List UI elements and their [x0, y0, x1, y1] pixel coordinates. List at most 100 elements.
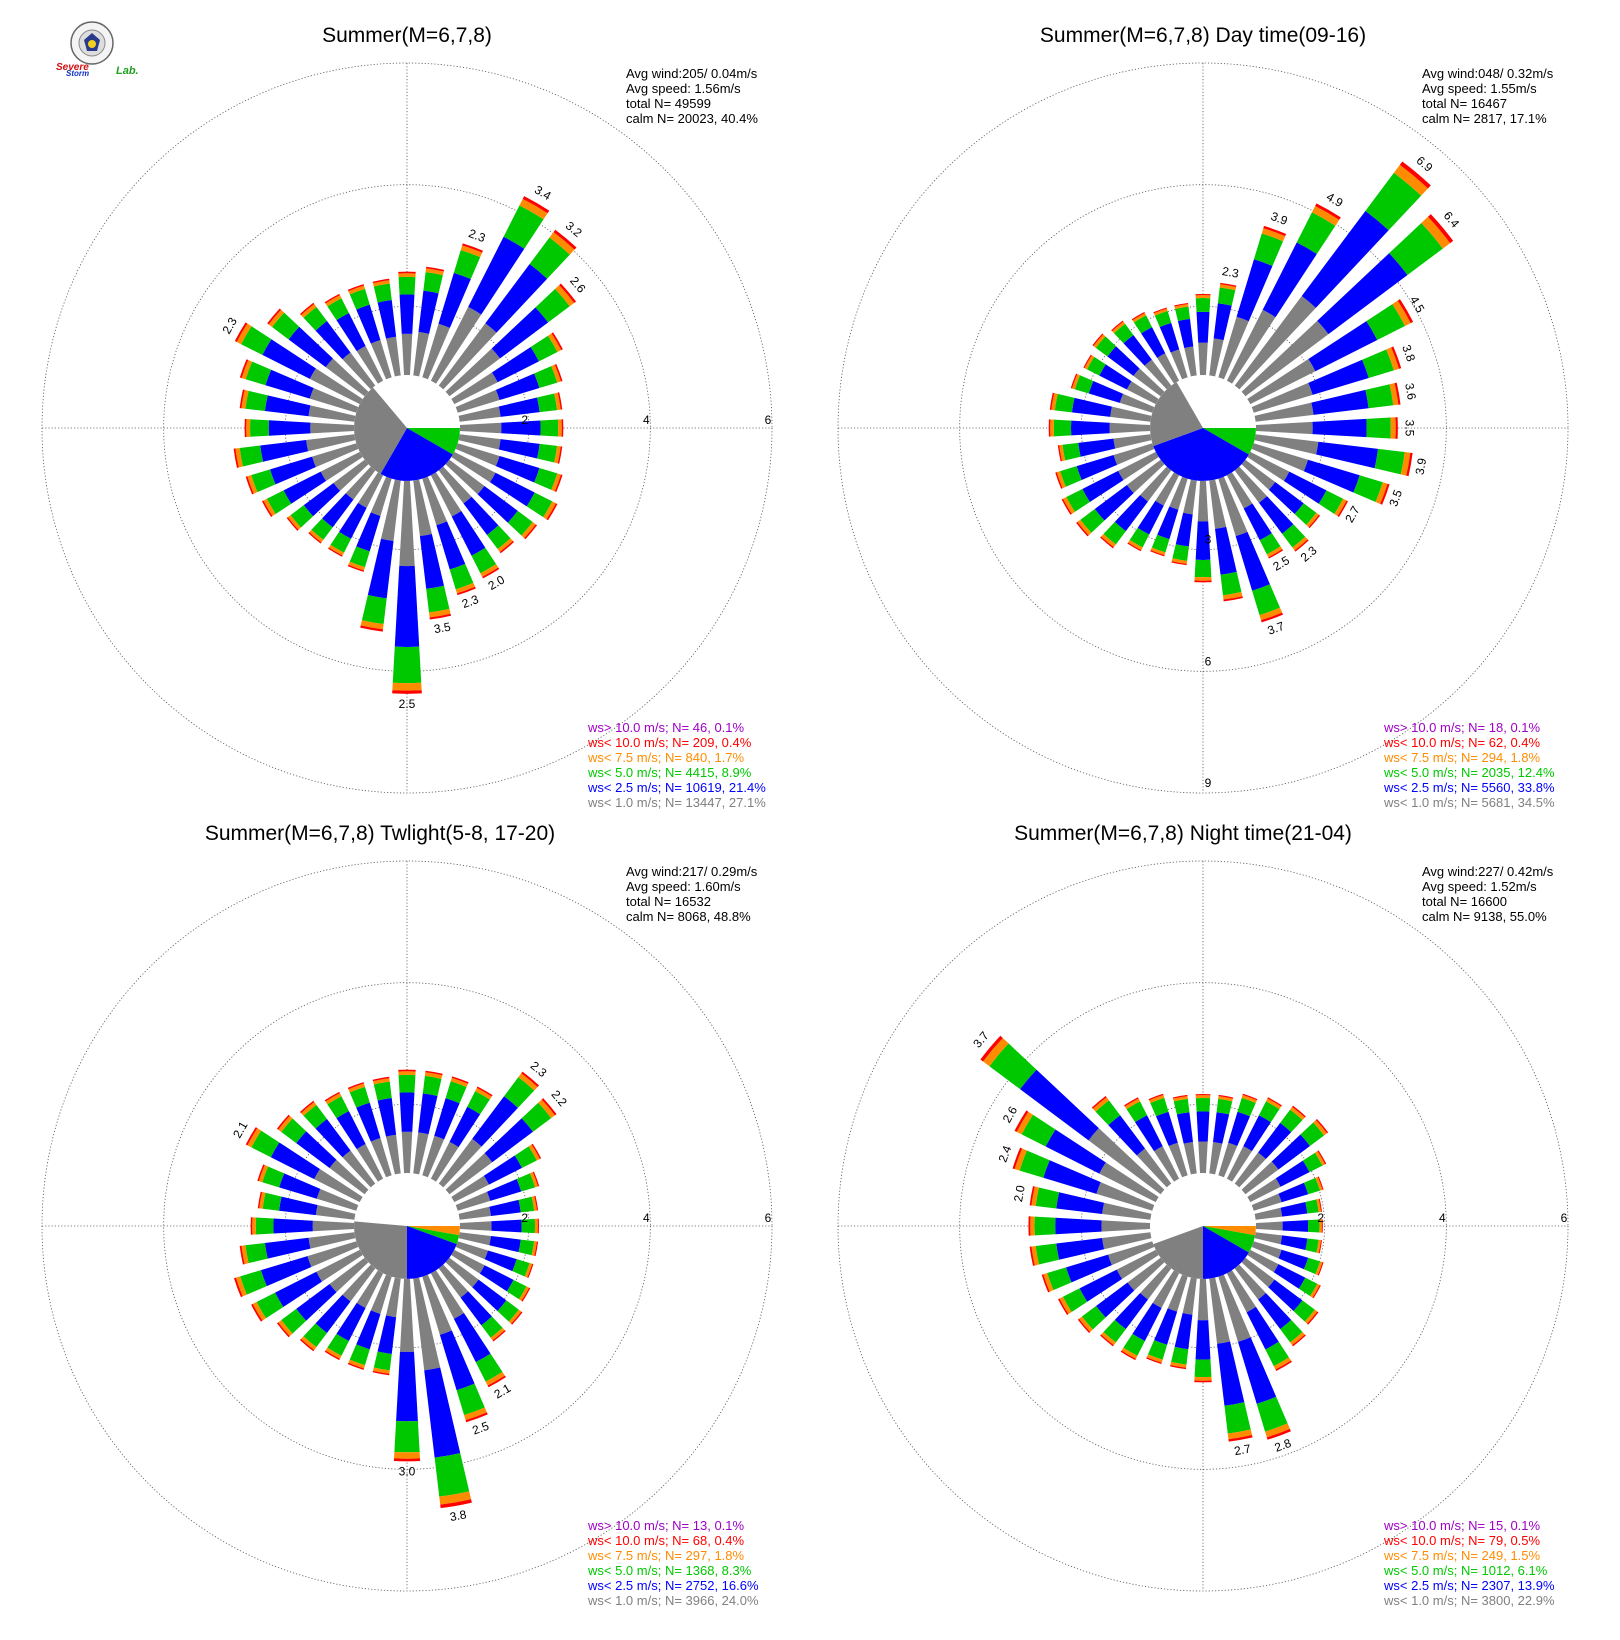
ring-label: 2 [1317, 1211, 1324, 1225]
wind-bar-segment [252, 1217, 257, 1235]
wind-bar-segment [480, 564, 499, 577]
wind-bar-segment [235, 447, 243, 468]
wind-bar-segment [1101, 1331, 1116, 1346]
wind-bar-segment [247, 475, 258, 494]
wind-bar-segment [445, 348, 501, 397]
wind-bar-segment [1136, 1148, 1172, 1188]
wind-bar-segment [1133, 315, 1153, 334]
wind-bar-segment [1265, 1098, 1282, 1110]
wind-bar-segment [348, 1359, 365, 1369]
wind-bar-segment [1096, 1282, 1135, 1318]
wind-bar-segment [356, 1310, 381, 1350]
wind-bar-segment [1265, 1341, 1289, 1367]
wind-bar-segment [283, 471, 327, 504]
bar-total-label: 4.9 [1324, 190, 1346, 211]
wind-bar-segment [1116, 1249, 1159, 1279]
wind-bar-segment [1101, 533, 1116, 548]
wind-bar-segment [529, 237, 570, 279]
wind-bar-segment [1316, 1239, 1322, 1254]
wind-bar-segment [308, 405, 356, 422]
wind-bar-segment [1258, 496, 1294, 534]
wind-bar-segment [1048, 419, 1051, 437]
bar-total-label: 2.3 [1221, 264, 1240, 281]
wind-bar-segment [1195, 293, 1211, 296]
wind-bar-segment [1241, 320, 1329, 397]
wind-bar-segment [455, 443, 500, 467]
wind-bar-segment [1278, 1182, 1309, 1203]
wind-bar-segment [303, 306, 327, 331]
wind-bar-segment [1236, 259, 1273, 322]
wind-bar-segment [1128, 539, 1143, 551]
bar-total-label: 3.5 [1386, 488, 1405, 509]
wind-bar-segment [349, 546, 370, 568]
bar-total-label: 2.8 [1273, 1436, 1294, 1455]
wind-bar-segment [430, 1141, 459, 1182]
wind-bar-segment [551, 473, 561, 492]
wind-bar-segment [270, 456, 316, 485]
wind-bar-segment [316, 1188, 359, 1211]
wind-bar-segment [1311, 389, 1369, 415]
wind-bar-segment [328, 547, 343, 557]
calm-sector [407, 1226, 460, 1245]
wind-bar-segment [1099, 364, 1132, 390]
wind-bar-segment [275, 1271, 322, 1307]
bar-total-label: 3.6 [1402, 382, 1419, 401]
wind-bar-segment [370, 1138, 392, 1178]
stats-line: total N= 16532 [626, 894, 711, 909]
wind-bar-segment [1151, 534, 1170, 553]
wind-bar-segment [1148, 1340, 1168, 1360]
wind-bar-segment [483, 1155, 523, 1185]
wind-bar-segment [1167, 1274, 1188, 1312]
wind-bar-segment [1362, 349, 1394, 378]
wind-bar-segment [356, 512, 381, 552]
wind-bar-segment [320, 451, 363, 481]
wind-bar-segment [392, 690, 422, 694]
wind-bar-segment [316, 1249, 363, 1282]
wind-bar-segment [356, 304, 381, 344]
wind-bar-segment [1374, 448, 1405, 475]
wind-bar-segment [315, 1294, 351, 1333]
wind-bar-segment [1095, 1100, 1121, 1126]
bar-total-label: 2.0 [1011, 1184, 1028, 1203]
wind-bar-segment [349, 1344, 370, 1366]
wind-bar-segment [348, 561, 365, 571]
wind-bar-segment [1259, 533, 1281, 555]
stats-line: Avg wind:217/ 0.29m/s [626, 864, 758, 879]
stats-line: Avg speed: 1.55m/s [1422, 81, 1537, 96]
wind-bar-segment [492, 347, 539, 383]
wind-bar-segment [392, 646, 422, 684]
wind-bar-segment [1111, 320, 1124, 332]
calm-sector [407, 1226, 460, 1236]
wind-bar-segment [1266, 1428, 1291, 1440]
wind-bar-segment [1112, 321, 1126, 334]
wind-bar-segment [451, 372, 498, 405]
wind-bar-segment [1099, 1162, 1159, 1203]
calm-sector [407, 428, 460, 455]
wind-bar-segment [1266, 546, 1283, 558]
wind-bar-segment [1292, 1334, 1306, 1347]
wind-bar-segment [455, 1191, 491, 1211]
wind-bar-segment [348, 1083, 365, 1093]
wind-bar-segment [460, 1291, 492, 1326]
wind-bar-segment [1317, 1176, 1324, 1190]
bar-total-label: 3.7 [1266, 619, 1287, 638]
wind-bar-segment [460, 245, 483, 258]
wind-bar-segment [1316, 1198, 1322, 1213]
wind-bar-segment [1392, 300, 1411, 326]
wind-bar-segment [458, 1232, 491, 1246]
wind-rose-panel: 2.8 2.7 2.0 2.4 2.6 3.7 2 4 6 Summer(M=6,7,8) Nig… [837, 822, 1569, 1608]
stats-line: total N= 16467 [1422, 96, 1507, 111]
wind-bar-segment [422, 1075, 442, 1096]
wind-bar-segment [1084, 355, 1095, 370]
stats-line: calm N= 8068, 48.8% [626, 909, 751, 924]
legend-entry: ws< 2.5 m/s; N= 2752, 16.6% [587, 1578, 759, 1593]
calm-sector [1203, 1226, 1249, 1279]
wind-bar-segment [324, 1350, 340, 1361]
wind-bar-segment [451, 510, 486, 556]
wind-bar-segment [1114, 323, 1134, 344]
wind-bar-segment [398, 271, 416, 274]
wind-bar-segment [1168, 1142, 1188, 1178]
wind-bar-segment [491, 307, 549, 359]
wind-bar-segment [1280, 1109, 1303, 1133]
wind-bar-segment [234, 322, 248, 342]
